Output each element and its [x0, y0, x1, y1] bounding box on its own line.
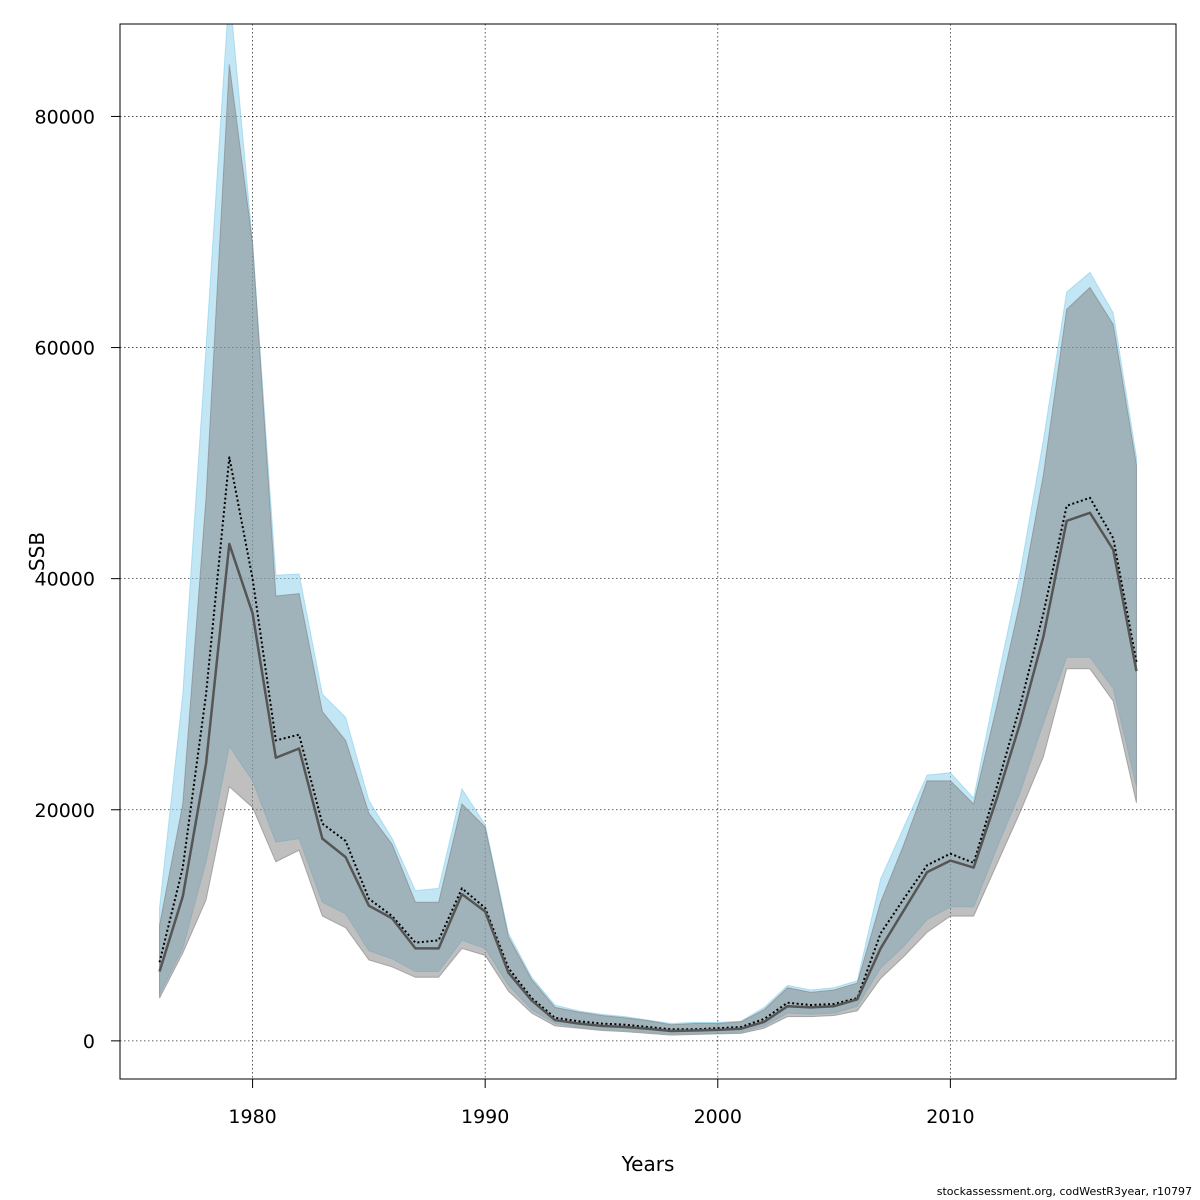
y-axis-title: SSB: [25, 532, 49, 571]
y-tick-label-80000: 80000: [35, 106, 95, 128]
estimate-lines: [158, 456, 1138, 1033]
confidence-band-2: [159, 64, 1137, 1036]
x-tick-label-1980: 1980: [228, 1106, 276, 1128]
confidence-bands: [159, 24, 1137, 1036]
footer-source-note: stockassessment.org, codWestR3year, r107…: [936, 1185, 1192, 1198]
x-axis-ticks: 1980 1990 2000 2010: [228, 1079, 975, 1128]
estimate-line-2: [158, 511, 1138, 1033]
x-tick-label-2000: 2000: [694, 1106, 742, 1128]
x-axis-title: Years: [621, 1152, 675, 1176]
x-tick-label-2010: 2010: [926, 1106, 974, 1128]
plot-frame: [119, 23, 1177, 1080]
y-tick-label-0: 0: [83, 1031, 95, 1053]
y-tick-label-20000: 20000: [35, 800, 95, 822]
x-tick-label-1990: 1990: [461, 1106, 509, 1128]
y-axis-ticks: 0 20000 40000 60000 80000: [35, 106, 120, 1053]
y-tick-label-40000: 40000: [35, 569, 95, 591]
y-tick-label-60000: 60000: [35, 338, 95, 360]
